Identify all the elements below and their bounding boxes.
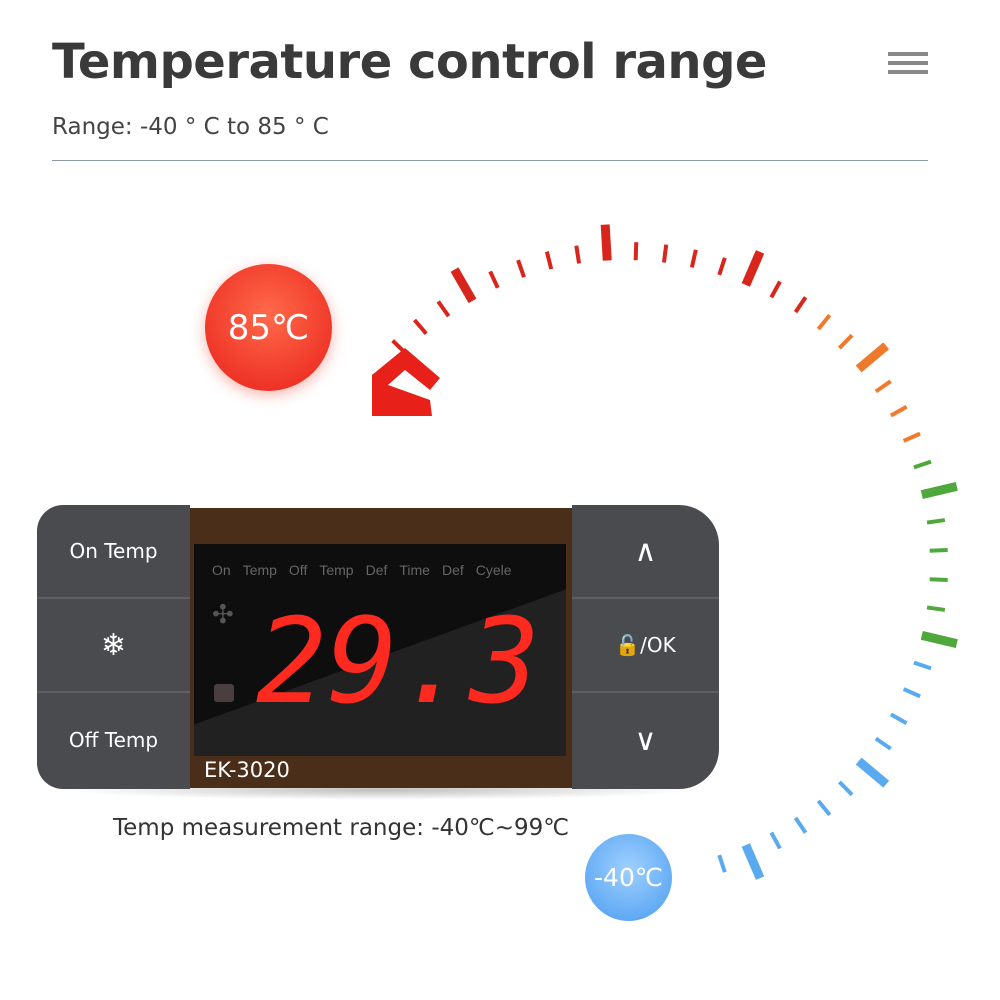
dial-tick xyxy=(544,251,554,270)
dial-tick xyxy=(412,318,428,335)
indicator-label: Off xyxy=(288,562,308,578)
dial-tick xyxy=(488,270,500,289)
dial-tick xyxy=(516,259,526,278)
dial-tick xyxy=(837,780,854,797)
unlock-ok-button[interactable]: 🔓/OK xyxy=(572,599,719,693)
dial-major-tick xyxy=(450,267,477,304)
dial-tick xyxy=(902,431,921,443)
dial-tick xyxy=(902,687,921,699)
indicator-label: Def xyxy=(441,562,464,578)
dial-tick xyxy=(926,518,946,525)
display-frame: On Temp Off Temp Def Time Def Cyele ✣ 29… xyxy=(190,508,572,788)
dial-tick xyxy=(889,405,908,418)
dial-tick xyxy=(929,547,948,553)
indicator-label: Temp xyxy=(242,562,277,578)
off-temp-button[interactable]: Off Temp xyxy=(68,728,159,752)
dial-tick xyxy=(436,300,451,318)
dial-tick xyxy=(837,333,854,350)
dial-major-tick xyxy=(920,481,958,500)
right-button-panel: ∧ 🔓/OK ∨ xyxy=(572,505,719,789)
dial-tick xyxy=(874,736,892,751)
model-label: EK-3020 xyxy=(204,758,290,782)
dial-tick xyxy=(661,244,669,263)
on-temp-button[interactable]: On Temp xyxy=(37,505,190,599)
page-title: Temperature control range xyxy=(52,34,767,90)
menu-icon[interactable] xyxy=(888,52,928,74)
indicator-label: Cyele xyxy=(475,562,512,578)
dial-tick xyxy=(689,249,698,268)
divider xyxy=(52,160,928,161)
dial-tick xyxy=(769,280,782,299)
indicator-label: Def xyxy=(365,562,388,578)
dial-tick xyxy=(929,577,948,583)
dial-tick xyxy=(574,245,582,264)
lock-icon xyxy=(214,684,234,702)
arrow-icon xyxy=(372,348,440,416)
dial-tick xyxy=(769,831,782,850)
dial-tick xyxy=(889,712,908,725)
indicator-labels: On Temp Off Temp Def Time Def Cyele xyxy=(212,562,512,578)
dial-tick xyxy=(717,257,727,276)
dial-tick xyxy=(391,339,407,355)
max-temp-badge: 85℃ xyxy=(205,264,332,391)
defrost-button[interactable]: ❄ xyxy=(37,599,190,693)
dial-tick xyxy=(633,242,639,261)
dial-major-tick xyxy=(920,630,958,649)
dial-major-tick xyxy=(741,843,765,880)
dial-tick xyxy=(874,379,892,394)
dial-tick xyxy=(926,605,946,612)
indicator-label: Temp xyxy=(319,562,354,578)
dial-major-tick xyxy=(855,757,890,788)
measurement-range: Temp measurement range: -40℃~99℃ xyxy=(113,815,570,841)
fan-icon: ✣ xyxy=(212,600,234,630)
dial-major-tick xyxy=(741,250,765,287)
dial-tick xyxy=(717,854,727,873)
down-button[interactable]: ∨ xyxy=(634,722,657,758)
dial-major-tick xyxy=(855,342,890,373)
lcd-display: On Temp Off Temp Def Time Def Cyele ✣ 29… xyxy=(194,544,566,756)
dial-tick xyxy=(913,660,932,671)
range-subtitle: Range: -40 ° C to 85 ° C xyxy=(52,114,329,140)
thermostat-device: On Temp Off Temp Def Time Def Cyele ✣ 29… xyxy=(37,505,719,789)
indicator-label: On xyxy=(212,562,231,578)
up-button[interactable]: ∧ xyxy=(572,505,719,599)
left-button-panel: On Temp ❄ Off Temp xyxy=(37,505,190,789)
temperature-reading: 29.3 xyxy=(256,592,541,730)
dial-tick xyxy=(816,313,832,331)
dial-tick xyxy=(793,816,808,834)
min-temp-badge: -40℃ xyxy=(585,834,672,921)
dial-major-tick xyxy=(600,224,612,261)
dial-tick xyxy=(816,799,832,817)
indicator-label: Time xyxy=(399,562,430,578)
dial-tick xyxy=(913,459,932,470)
dial-tick xyxy=(793,296,808,314)
